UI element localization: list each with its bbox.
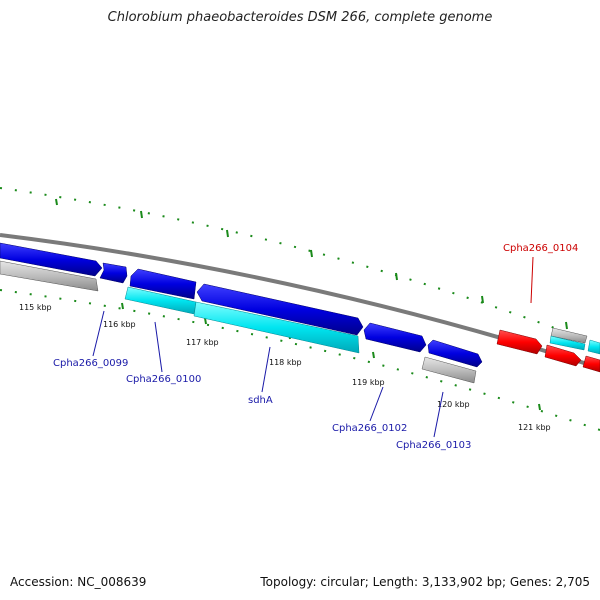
genome-backbone bbox=[0, 233, 600, 370]
forward-strand-genes bbox=[0, 242, 600, 373]
gene-feature-grey bbox=[550, 327, 588, 344]
scale-label: 119 kbp bbox=[352, 378, 385, 387]
gene-feature-red bbox=[544, 344, 582, 367]
gene-feature-blue bbox=[0, 242, 103, 277]
gene-feature-cyan bbox=[587, 339, 600, 355]
gene-feature-grey bbox=[421, 356, 477, 384]
gene-label[interactable]: Cpha266_0100 bbox=[126, 374, 201, 385]
genome-summary-text: Topology: circular; Length: 3,133,902 bp… bbox=[260, 575, 590, 589]
gene-labels: Cpha266_0099 Cpha266_0100 sdhA Cpha266_0… bbox=[53, 243, 578, 451]
gene-feature-blue bbox=[99, 262, 128, 284]
reverse-strand-genes bbox=[0, 260, 600, 384]
gene-feature-red bbox=[582, 355, 600, 373]
outer-tick-ring bbox=[0, 187, 600, 346]
gene-feature-cyan bbox=[124, 286, 197, 315]
scale-label: 121 kbp bbox=[518, 423, 551, 432]
gene-label[interactable]: sdhA bbox=[248, 395, 273, 406]
scale-label: 115 kbp bbox=[19, 303, 52, 312]
gene-feature-cyan bbox=[193, 301, 360, 354]
scale-labels: 115 kbp 116 kbp 117 kbp 118 kbp 119 kbp … bbox=[19, 303, 551, 432]
label-leaders bbox=[92, 256, 534, 438]
gene-feature-blue bbox=[363, 322, 427, 353]
gene-label[interactable]: Cpha266_0103 bbox=[396, 440, 471, 451]
gene-feature-grey bbox=[0, 260, 99, 292]
scale-label: 118 kbp bbox=[269, 358, 302, 367]
scale-label: 117 kbp bbox=[186, 338, 219, 347]
gene-label[interactable]: Cpha266_0104 bbox=[503, 243, 578, 254]
scale-label: 116 kbp bbox=[103, 320, 136, 329]
gene-label[interactable]: Cpha266_0102 bbox=[332, 423, 407, 434]
gene-feature-blue bbox=[196, 283, 364, 336]
gene-feature-blue bbox=[427, 339, 483, 368]
gene-feature-cyan bbox=[549, 335, 586, 351]
accession-text: Accession: NC_008639 bbox=[10, 575, 147, 589]
gene-feature-red bbox=[496, 329, 543, 355]
page-title: Chlorobium phaeobacteroides DSM 266, com… bbox=[107, 10, 493, 25]
gene-feature-blue bbox=[129, 268, 197, 300]
scale-label: 120 kbp bbox=[437, 400, 470, 409]
gene-label[interactable]: Cpha266_0099 bbox=[53, 358, 128, 369]
